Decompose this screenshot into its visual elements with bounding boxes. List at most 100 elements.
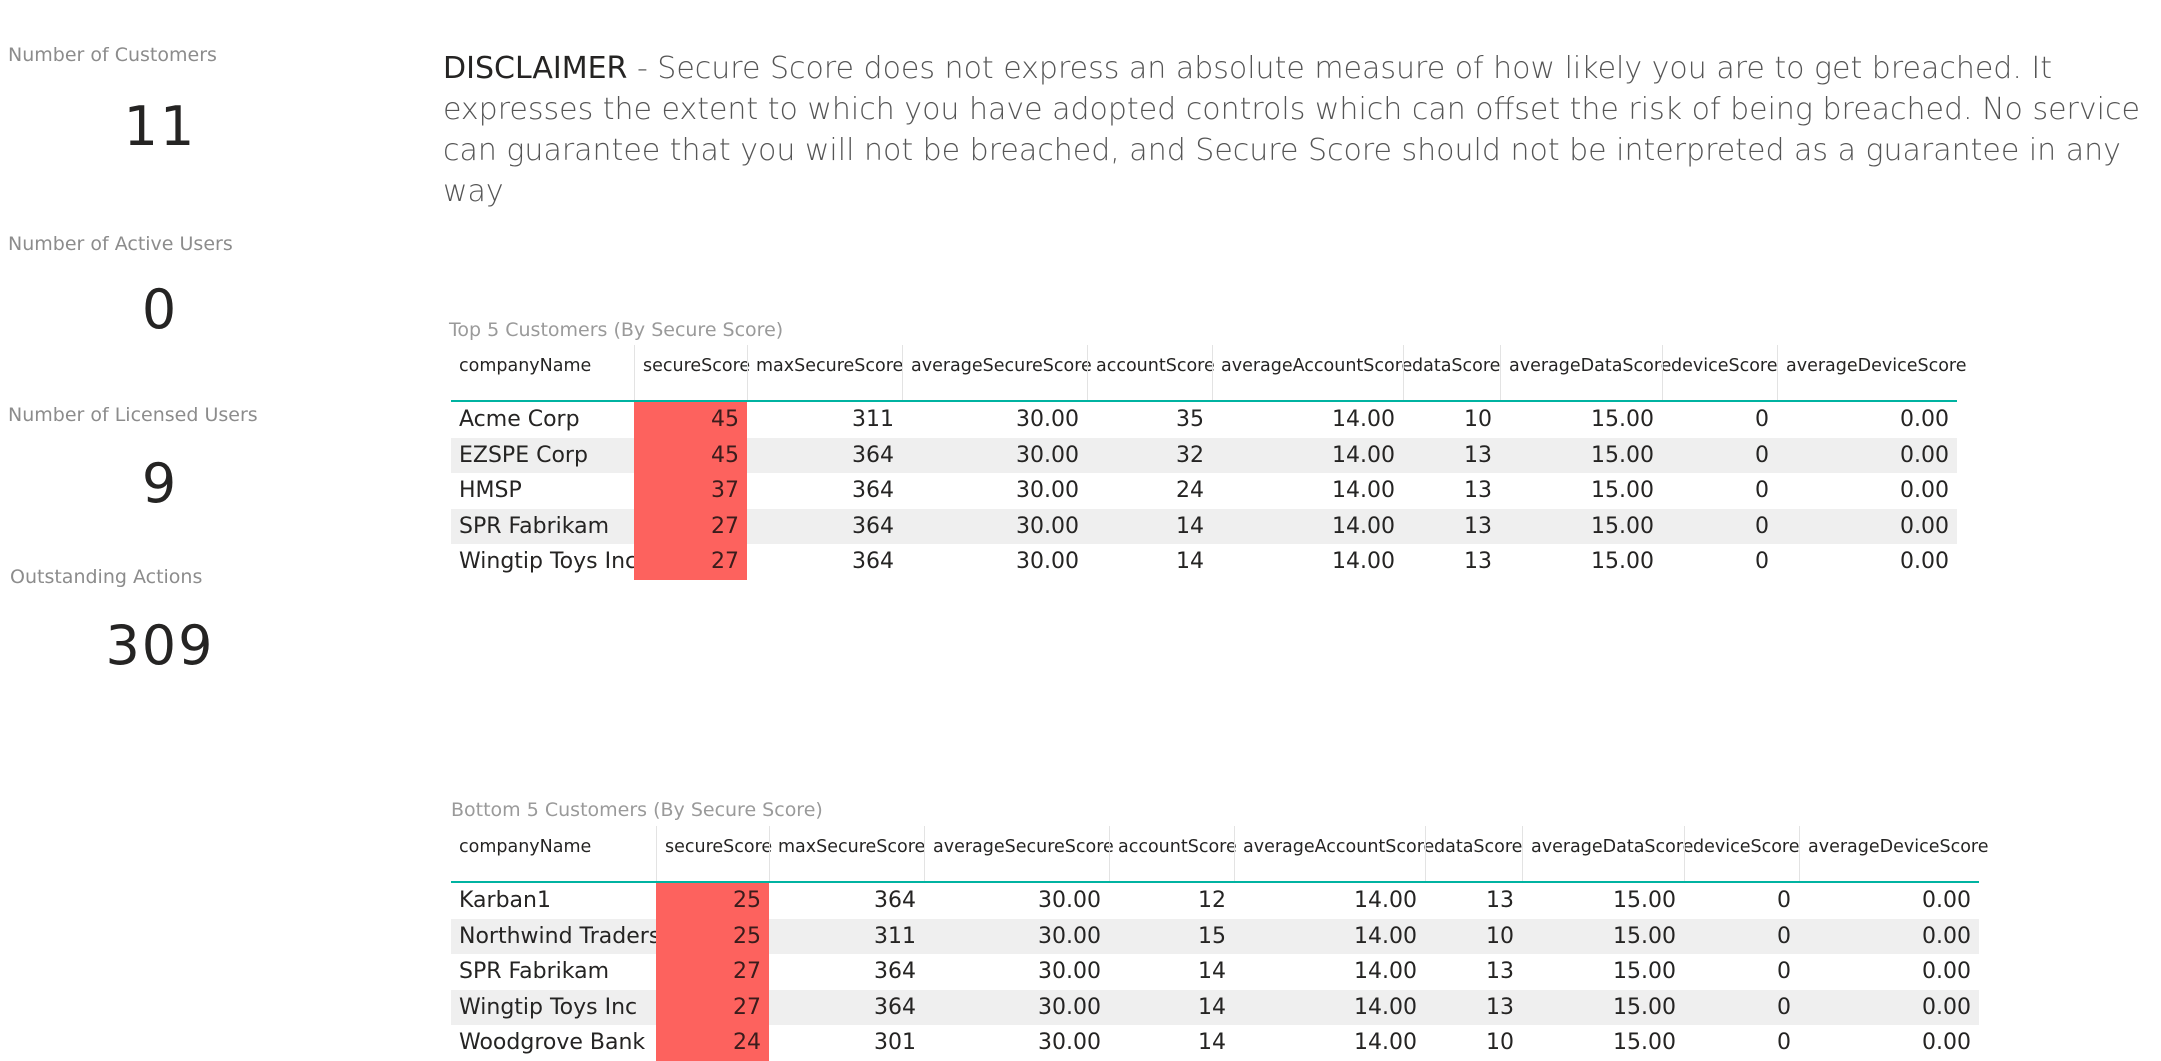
cell-deviceScore: 0	[1755, 442, 1769, 468]
kpi-label: Number of Active Users	[8, 233, 233, 255]
cell-averageSecureScore: 30.00	[1038, 1030, 1101, 1055]
cell-averageDeviceScore: 0.00	[1900, 549, 1949, 574]
column-header-dataScore[interactable]: dataScore	[1403, 345, 1500, 400]
cell-maxSecureScore: 311	[852, 407, 894, 432]
table-row[interactable]: EZSPE Corp 45 364 30.00 32 14.00 13 15.00 0 0.00	[451, 437, 1957, 473]
cell-secureScore: 27	[634, 544, 747, 580]
cell-averageDeviceScore: 0.00	[1922, 959, 1971, 984]
kpi-label: Outstanding Actions	[10, 566, 203, 588]
column-header-secureScore[interactable]: secureScore	[634, 345, 750, 400]
table-row[interactable]: Northwind Traders 25 311 30.00 15 14.00 10 15.0…	[451, 918, 1979, 954]
cell-secureScore: 27	[656, 989, 769, 1025]
table-row[interactable]: Karban1 25 364 30.00 12 14.00 13 15.00 0 0.00	[451, 883, 1979, 919]
column-header-companyName[interactable]: companyName	[459, 356, 592, 376]
cell-secureScore: 27	[634, 508, 747, 544]
cell-dataScore: 10	[1486, 923, 1514, 949]
cell-averageDataScore: 15.00	[1591, 442, 1654, 468]
table-row[interactable]: SPR Fabrikam 27 364 30.00 14 14.00 13 15.00 0 0.0…	[451, 508, 1957, 544]
cell-companyName: Acme Corp	[459, 407, 580, 432]
cell-accountScore: 32	[1176, 442, 1204, 468]
top5-table-title: Top 5 Customers (By Secure Score)	[449, 319, 784, 341]
cell-averageAccountScore: 14.00	[1354, 994, 1417, 1020]
column-header-companyName[interactable]: companyName	[459, 837, 592, 857]
column-header-dataScore[interactable]: dataScore	[1425, 826, 1522, 881]
cell-dataScore: 10	[1486, 1030, 1514, 1055]
cell-averageSecureScore: 30.00	[1038, 994, 1101, 1020]
cell-companyName: EZSPE Corp	[459, 442, 588, 468]
kpi-label: Number of Customers	[8, 44, 217, 66]
cell-averageSecureScore: 30.00	[1016, 407, 1079, 432]
cell-dataScore: 13	[1486, 994, 1514, 1020]
cell-accountScore: 14	[1198, 994, 1226, 1020]
cell-averageSecureScore: 30.00	[1038, 923, 1101, 949]
cell-accountScore: 35	[1176, 407, 1204, 432]
column-header-accountScore[interactable]: accountScore	[1109, 826, 1237, 881]
column-header-averageDeviceScore[interactable]: averageDeviceScore	[1799, 826, 1989, 881]
kpi-value: 0	[141, 278, 179, 341]
column-header-averageSecureScore[interactable]: averageSecureScore	[924, 826, 1114, 881]
cell-averageAccountScore: 14.00	[1354, 888, 1417, 913]
cell-averageDataScore: 15.00	[1613, 923, 1676, 949]
cell-maxSecureScore: 364	[852, 513, 894, 539]
column-header-averageAccountScore[interactable]: averageAccountScore	[1212, 345, 1412, 400]
table-row[interactable]: Wingtip Toys Inc 27 364 30.00 14 14.00 13 15.00…	[451, 544, 1957, 580]
cell-accountScore: 14	[1198, 1030, 1226, 1055]
cell-deviceScore: 0	[1755, 513, 1769, 539]
column-header-maxSecureScore[interactable]: maxSecureScore	[747, 345, 903, 400]
table-row[interactable]: SPR Fabrikam 27 364 30.00 14 14.00 13 15.00 0 0.0…	[451, 954, 1979, 990]
cell-accountScore: 14	[1176, 513, 1204, 539]
table-row[interactable]: Acme Corp 45 311 30.00 35 14.00 10 15.00 0 0.00	[451, 402, 1957, 438]
cell-averageAccountScore: 14.00	[1354, 923, 1417, 949]
table-row[interactable]: Wingtip Toys Inc 27 364 30.00 14 14.00 13 15.00…	[451, 989, 1979, 1025]
cell-accountScore: 15	[1198, 923, 1226, 949]
column-header-averageAccountScore[interactable]: averageAccountScore	[1234, 826, 1434, 881]
cell-averageSecureScore: 30.00	[1038, 888, 1101, 913]
cell-averageSecureScore: 30.00	[1016, 478, 1079, 503]
cell-averageAccountScore: 14.00	[1332, 442, 1395, 468]
cell-averageSecureScore: 30.00	[1016, 549, 1079, 574]
cell-averageDataScore: 15.00	[1613, 959, 1676, 984]
cell-companyName: Wingtip Toys Inc	[459, 549, 638, 574]
cell-deviceScore: 0	[1755, 549, 1769, 574]
cell-secureScore: 45	[634, 437, 747, 473]
cell-averageDataScore: 15.00	[1613, 1030, 1676, 1055]
cell-deviceScore: 0	[1755, 478, 1769, 503]
column-header-averageDataScore[interactable]: averageDataScore	[1522, 826, 1693, 881]
cell-averageDeviceScore: 0.00	[1922, 923, 1971, 949]
cell-maxSecureScore: 311	[874, 923, 916, 949]
cell-dataScore: 10	[1464, 407, 1492, 432]
cell-averageSecureScore: 30.00	[1016, 442, 1079, 468]
column-header-deviceScore[interactable]: deviceScore	[1662, 345, 1778, 400]
column-header-secureScore[interactable]: secureScore	[656, 826, 772, 881]
cell-maxSecureScore: 364	[852, 549, 894, 574]
column-header-averageDataScore[interactable]: averageDataScore	[1500, 345, 1671, 400]
column-header-accountScore[interactable]: accountScore	[1087, 345, 1215, 400]
cell-accountScore: 14	[1176, 549, 1204, 574]
cell-companyName: Northwind Traders	[459, 923, 661, 949]
cell-dataScore: 13	[1486, 959, 1514, 984]
cell-deviceScore: 0	[1777, 923, 1791, 949]
cell-dataScore: 13	[1464, 513, 1492, 539]
cell-companyName: HMSP	[459, 478, 522, 503]
column-header-maxSecureScore[interactable]: maxSecureScore	[769, 826, 925, 881]
cell-accountScore: 24	[1176, 478, 1204, 503]
cell-averageDeviceScore: 0.00	[1922, 994, 1971, 1020]
cell-secureScore: 37	[634, 473, 747, 509]
cell-accountScore: 12	[1198, 888, 1226, 913]
cell-averageDeviceScore: 0.00	[1900, 478, 1949, 503]
disclaimer-heading: DISCLAIMER	[443, 51, 628, 86]
cell-averageAccountScore: 14.00	[1332, 549, 1395, 574]
table-header-row: companyName secureScore maxSecureScore aver…	[451, 826, 1989, 883]
table-row[interactable]: HMSP 37 364 30.00 24 14.00 13 15.00 0 0.00	[451, 473, 1957, 509]
column-header-deviceScore[interactable]: deviceScore	[1684, 826, 1800, 881]
cell-averageSecureScore: 30.00	[1016, 513, 1079, 539]
cell-secureScore: 25	[656, 883, 769, 919]
table-row[interactable]: Woodgrove Bank 24 301 30.00 14 14.00 10 15.00 0 0…	[451, 1025, 1979, 1061]
column-header-averageDeviceScore[interactable]: averageDeviceScore	[1777, 345, 1967, 400]
cell-maxSecureScore: 301	[874, 1030, 916, 1055]
column-header-averageSecureScore[interactable]: averageSecureScore	[902, 345, 1092, 400]
cell-secureScore: 45	[634, 402, 747, 438]
cell-maxSecureScore: 364	[874, 959, 916, 984]
cell-secureScore: 24	[656, 1025, 769, 1061]
cell-maxSecureScore: 364	[874, 888, 916, 913]
